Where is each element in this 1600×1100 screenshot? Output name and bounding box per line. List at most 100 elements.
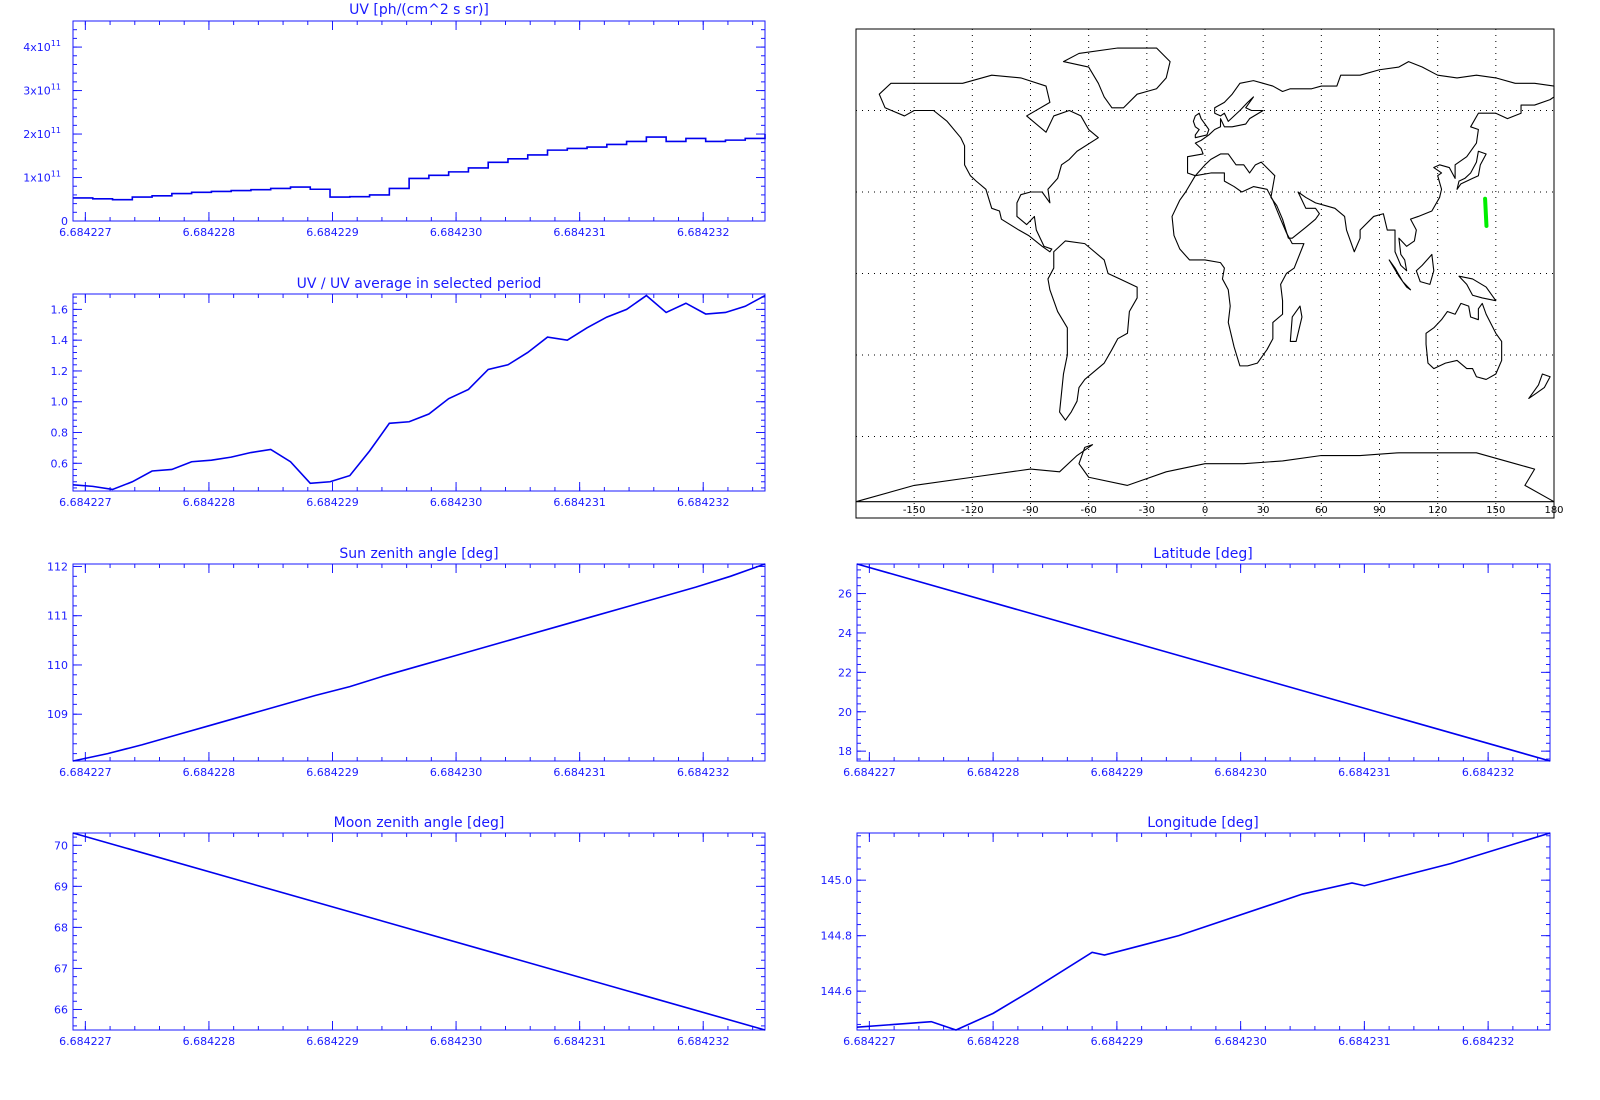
x-tick-label: 6.684230 bbox=[430, 1035, 483, 1048]
x-tick-label: 6.684228 bbox=[183, 766, 236, 779]
x-tick-label: 6.684227 bbox=[843, 766, 896, 779]
longitude-panel: Longitude [deg] 6.684227 6.684228 6.684229… bbox=[821, 815, 1551, 1048]
plot-frame bbox=[72, 293, 766, 492]
x-tick-label: 6.684232 bbox=[1462, 766, 1515, 779]
moon-zenith-panel: Moon zenith angle [deg] 6.684227 6.684228… bbox=[54, 815, 766, 1048]
series-line bbox=[72, 563, 766, 762]
x-tick-label: 6.684231 bbox=[1338, 1035, 1391, 1048]
y-tick-label: 26 bbox=[838, 588, 852, 601]
plot-frame bbox=[856, 563, 1551, 762]
x-tick-label: 6.684230 bbox=[430, 496, 483, 509]
coastline-new-guinea bbox=[1458, 275, 1497, 302]
x-tick-label: 6.684231 bbox=[553, 766, 606, 779]
lon-tick-label: -60 bbox=[1080, 505, 1096, 516]
series-line bbox=[856, 563, 1551, 762]
uv-ratio-panel: UV / UV average in selected period 6.684… bbox=[51, 276, 766, 509]
y-tick-label: 0.6 bbox=[51, 457, 69, 470]
coastline-australia bbox=[1425, 302, 1503, 381]
coastline-new-zealand bbox=[1528, 373, 1551, 400]
lon-tick-label: -30 bbox=[1139, 505, 1155, 516]
y-tick-label: 144.8 bbox=[821, 930, 853, 943]
x-tick-label: 6.684231 bbox=[553, 496, 606, 509]
y-tick-label: 109 bbox=[47, 708, 68, 721]
coastline-africa bbox=[1171, 172, 1305, 367]
y-tick-label: 2x1011 bbox=[23, 126, 61, 141]
y-tick-label: 3x1011 bbox=[23, 83, 61, 98]
y-tick-label: 112 bbox=[47, 560, 68, 573]
coastline-britain bbox=[1192, 112, 1210, 139]
series-line bbox=[856, 832, 1551, 1031]
satellite-track bbox=[1483, 196, 1489, 228]
coastline-sumatra bbox=[1388, 259, 1412, 291]
x-tick-label: 6.684229 bbox=[306, 1035, 359, 1048]
x-tick-label: 6.684231 bbox=[1338, 766, 1391, 779]
y-tick-label: 4x1011 bbox=[23, 39, 61, 54]
y-tick-label: 69 bbox=[54, 880, 68, 893]
x-tick-label: 6.684228 bbox=[183, 1035, 236, 1048]
coastline-madagascar bbox=[1289, 305, 1303, 342]
x-tick-label: 6.684230 bbox=[1214, 1035, 1267, 1048]
plot-frame bbox=[72, 563, 766, 762]
lon-tick-label: 90 bbox=[1373, 505, 1386, 516]
coastline-south-america bbox=[1047, 240, 1138, 421]
latitude-panel: Latitude [deg] 6.684227 6.684228 6.684229 6… bbox=[838, 546, 1551, 779]
x-tick-label: 6.684229 bbox=[306, 226, 359, 239]
lon-tick-label: -90 bbox=[1022, 505, 1038, 516]
coastline-borneo bbox=[1415, 253, 1435, 285]
sun-zenith-panel-title: Sun zenith angle [deg] bbox=[339, 546, 498, 562]
lon-tick-label: -150 bbox=[903, 505, 926, 516]
moon-zenith-panel-title: Moon zenith angle [deg] bbox=[334, 815, 505, 831]
y-tick-label: 20 bbox=[838, 706, 852, 719]
y-tick-label: 110 bbox=[47, 659, 68, 672]
plot-frame bbox=[72, 20, 766, 222]
coastline-japan bbox=[1456, 150, 1487, 190]
y-tick-label: 1x1011 bbox=[23, 170, 61, 185]
lon-tick-label: 150 bbox=[1486, 505, 1505, 516]
y-tick-label: 68 bbox=[54, 921, 68, 934]
y-tick-label: 0 bbox=[61, 215, 68, 228]
y-tick-label: 67 bbox=[54, 962, 68, 975]
x-tick-label: 6.684229 bbox=[1091, 1035, 1144, 1048]
y-tick-label: 144.6 bbox=[821, 985, 853, 998]
y-tick-label: 1.4 bbox=[51, 334, 69, 347]
x-tick-label: 6.684227 bbox=[59, 226, 112, 239]
sun-zenith-panel: Sun zenith angle [deg] 6.684227 6.684228 6… bbox=[47, 546, 766, 779]
lon-tick-label: 60 bbox=[1315, 505, 1328, 516]
coastline-eurasia bbox=[1187, 61, 1555, 272]
lon-tick-label: -120 bbox=[961, 505, 984, 516]
y-tick-label: 70 bbox=[54, 839, 68, 852]
x-tick-label: 6.684229 bbox=[306, 496, 359, 509]
lon-tick-label: 180 bbox=[1544, 505, 1563, 516]
x-tick-label: 6.684230 bbox=[430, 226, 483, 239]
series-line bbox=[72, 832, 766, 1031]
x-tick-label: 6.684229 bbox=[306, 766, 359, 779]
x-tick-label: 6.684229 bbox=[1091, 766, 1144, 779]
x-tick-label: 6.684228 bbox=[967, 766, 1020, 779]
y-tick-label: 24 bbox=[838, 627, 852, 640]
series-line bbox=[73, 134, 766, 201]
x-tick-label: 6.684232 bbox=[1462, 1035, 1515, 1048]
uv-panel-title: UV [ph/(cm^2 s sr)] bbox=[349, 2, 489, 18]
x-tick-label: 6.684230 bbox=[430, 766, 483, 779]
x-tick-label: 6.684228 bbox=[967, 1035, 1020, 1048]
latitude-panel-title: Latitude [deg] bbox=[1153, 546, 1252, 562]
y-tick-label: 145.0 bbox=[821, 874, 853, 887]
coastline-north-america bbox=[878, 74, 1099, 253]
y-tick-label: 18 bbox=[838, 745, 852, 758]
longitude-panel-title: Longitude [deg] bbox=[1147, 815, 1258, 831]
world-map-panel: -150 -120 -90 -60 -30 0 30 60 90 120 150 180 bbox=[855, 28, 1564, 519]
plot-frame bbox=[72, 832, 766, 1031]
x-tick-label: 6.684228 bbox=[183, 226, 236, 239]
x-tick-label: 6.684227 bbox=[843, 1035, 896, 1048]
x-tick-label: 6.684232 bbox=[677, 226, 730, 239]
coastline-greenland bbox=[1062, 47, 1171, 109]
y-tick-label: 66 bbox=[54, 1003, 68, 1016]
x-tick-label: 6.684227 bbox=[59, 496, 112, 509]
y-tick-label: 1.6 bbox=[51, 303, 69, 316]
x-tick-label: 6.684231 bbox=[553, 1035, 606, 1048]
y-tick-label: 111 bbox=[47, 610, 68, 623]
y-tick-label: 1.2 bbox=[51, 365, 69, 378]
x-tick-label: 6.684232 bbox=[677, 766, 730, 779]
x-tick-label: 6.684230 bbox=[1214, 766, 1267, 779]
